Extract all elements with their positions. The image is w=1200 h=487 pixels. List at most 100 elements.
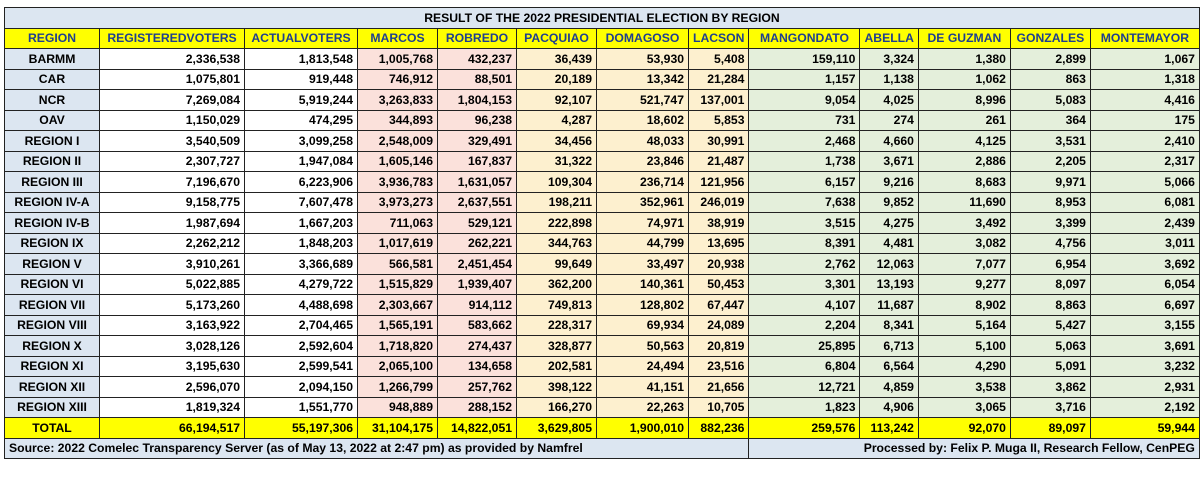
cell-actual-voters[interactable]: 1,551,770 [244, 396, 358, 418]
cell-de-guzman[interactable]: 7,077 [917, 253, 1011, 275]
column-header-gonzales[interactable]: GONZALES [1009, 27, 1091, 49]
cell-actual-voters[interactable]: 6,223,906 [244, 171, 358, 193]
cell-robredo[interactable]: 529,121 [437, 212, 517, 234]
cell-montemayor[interactable]: 6,697 [1089, 294, 1200, 316]
cell-registered-voters[interactable]: 5,022,885 [99, 273, 245, 295]
cell-de-guzman[interactable]: 2,886 [917, 150, 1011, 172]
cell-pacquiao[interactable]: 398,122 [516, 376, 597, 398]
cell-montemayor[interactable]: 175 [1089, 109, 1200, 131]
cell-lacson[interactable]: 67,447 [687, 294, 750, 316]
cell-lacson[interactable]: 137,001 [687, 89, 750, 111]
cell-actual-voters[interactable]: 2,599,541 [244, 355, 358, 377]
cell-pacquiao[interactable]: 36,439 [516, 48, 597, 70]
cell-abella[interactable]: 4,660 [859, 130, 919, 152]
cell-actual-voters[interactable]: 1,667,203 [244, 212, 358, 234]
cell-registered-voters[interactable]: 3,028,126 [99, 335, 245, 357]
cell-abella[interactable]: 13,193 [859, 273, 919, 295]
cell-lacson[interactable]: 5,408 [687, 48, 750, 70]
cell-de-guzman[interactable]: 8,902 [917, 294, 1011, 316]
cell-montemayor[interactable]: 1,318 [1089, 68, 1200, 90]
column-header-registered-voters[interactable]: REGISTEREDVOTERS [99, 27, 245, 49]
cell-mangondato[interactable]: 2,468 [748, 130, 861, 152]
cell-pacquiao[interactable]: 362,200 [516, 273, 597, 295]
cell-montemayor[interactable]: 2,410 [1089, 130, 1200, 152]
cell-pacquiao[interactable]: 222,898 [516, 212, 597, 234]
cell-lacson[interactable]: 50,453 [687, 273, 750, 295]
cell-marcos[interactable]: 1,515,829 [357, 273, 438, 295]
cell-gonzales[interactable]: 6,954 [1009, 253, 1091, 275]
column-header-marcos[interactable]: MARCOS [357, 27, 438, 49]
cell-de-guzman[interactable]: 1,062 [917, 68, 1011, 90]
cell-region[interactable]: REGION IV-A [4, 191, 100, 213]
cell-mangondato[interactable]: 4,107 [748, 294, 861, 316]
cell-registered-voters[interactable]: 7,196,670 [99, 171, 245, 193]
cell-abella[interactable]: 1,138 [859, 68, 919, 90]
cell-actual-voters[interactable]: 919,448 [244, 68, 358, 90]
cell-domagoso[interactable]: 24,494 [596, 355, 689, 377]
cell-de-guzman[interactable]: 3,492 [917, 212, 1011, 234]
cell-actual-voters[interactable]: 2,704,465 [244, 314, 358, 336]
cell-lacson[interactable]: 21,284 [687, 68, 750, 90]
cell-mangondato[interactable]: 731 [748, 109, 861, 131]
cell-gonzales[interactable]: 5,083 [1009, 89, 1091, 111]
cell-abella[interactable]: 9,852 [859, 191, 919, 213]
cell-robredo[interactable]: 134,658 [437, 355, 517, 377]
cell-pacquiao[interactable]: 166,270 [516, 396, 597, 418]
cell-montemayor[interactable]: 59,944 [1089, 417, 1200, 439]
cell-montemayor[interactable]: 3,691 [1089, 335, 1200, 357]
cell-mangondato[interactable]: 25,895 [748, 335, 861, 357]
cell-lacson[interactable]: 24,089 [687, 314, 750, 336]
cell-marcos[interactable]: 1,718,820 [357, 335, 438, 357]
cell-de-guzman[interactable]: 11,690 [917, 191, 1011, 213]
cell-de-guzman[interactable]: 4,125 [917, 130, 1011, 152]
cell-lacson[interactable]: 13,695 [687, 232, 750, 254]
cell-region[interactable]: CAR [4, 68, 100, 90]
cell-registered-voters[interactable]: 1,075,801 [99, 68, 245, 90]
cell-marcos[interactable]: 711,063 [357, 212, 438, 234]
cell-de-guzman[interactable]: 4,290 [917, 355, 1011, 377]
cell-domagoso[interactable]: 74,971 [596, 212, 689, 234]
cell-robredo[interactable]: 257,762 [437, 376, 517, 398]
cell-pacquiao[interactable]: 99,649 [516, 253, 597, 275]
cell-robredo[interactable]: 1,939,407 [437, 273, 517, 295]
cell-marcos[interactable]: 1,266,799 [357, 376, 438, 398]
cell-lacson[interactable]: 246,019 [687, 191, 750, 213]
cell-actual-voters[interactable]: 1,848,203 [244, 232, 358, 254]
cell-registered-voters[interactable]: 5,173,260 [99, 294, 245, 316]
credit-note[interactable]: Processed by: Felix P. Muga II, Research… [748, 437, 1200, 459]
cell-de-guzman[interactable]: 1,380 [917, 48, 1011, 70]
cell-montemayor[interactable]: 2,931 [1089, 376, 1200, 398]
cell-de-guzman[interactable]: 8,996 [917, 89, 1011, 111]
cell-robredo[interactable]: 288,152 [437, 396, 517, 418]
cell-montemayor[interactable]: 3,011 [1089, 232, 1200, 254]
cell-abella[interactable]: 6,713 [859, 335, 919, 357]
cell-domagoso[interactable]: 1,900,010 [596, 417, 689, 439]
cell-gonzales[interactable]: 8,097 [1009, 273, 1091, 295]
cell-domagoso[interactable]: 23,846 [596, 150, 689, 172]
cell-abella[interactable]: 8,341 [859, 314, 919, 336]
cell-mangondato[interactable]: 159,110 [748, 48, 861, 70]
cell-domagoso[interactable]: 128,802 [596, 294, 689, 316]
cell-robredo[interactable]: 262,221 [437, 232, 517, 254]
column-header-domagoso[interactable]: DOMAGOSO [596, 27, 689, 49]
cell-pacquiao[interactable]: 228,317 [516, 314, 597, 336]
cell-actual-voters[interactable]: 1,813,548 [244, 48, 358, 70]
cell-mangondato[interactable]: 3,301 [748, 273, 861, 295]
cell-registered-voters[interactable]: 1,150,029 [99, 109, 245, 131]
cell-registered-voters[interactable]: 2,307,727 [99, 150, 245, 172]
cell-mangondato[interactable]: 1,738 [748, 150, 861, 172]
cell-marcos[interactable]: 3,936,783 [357, 171, 438, 193]
cell-robredo[interactable]: 14,822,051 [437, 417, 517, 439]
cell-gonzales[interactable]: 2,205 [1009, 150, 1091, 172]
cell-mangondato[interactable]: 8,391 [748, 232, 861, 254]
cell-robredo[interactable]: 914,112 [437, 294, 517, 316]
cell-montemayor[interactable]: 2,192 [1089, 396, 1200, 418]
cell-marcos[interactable]: 566,581 [357, 253, 438, 275]
cell-abella[interactable]: 3,671 [859, 150, 919, 172]
cell-domagoso[interactable]: 69,934 [596, 314, 689, 336]
cell-marcos[interactable]: 3,973,273 [357, 191, 438, 213]
cell-pacquiao[interactable]: 109,304 [516, 171, 597, 193]
column-header-actual-voters[interactable]: ACTUALVOTERS [244, 27, 358, 49]
cell-region[interactable]: REGION XII [4, 376, 100, 398]
cell-registered-voters[interactable]: 2,596,070 [99, 376, 245, 398]
